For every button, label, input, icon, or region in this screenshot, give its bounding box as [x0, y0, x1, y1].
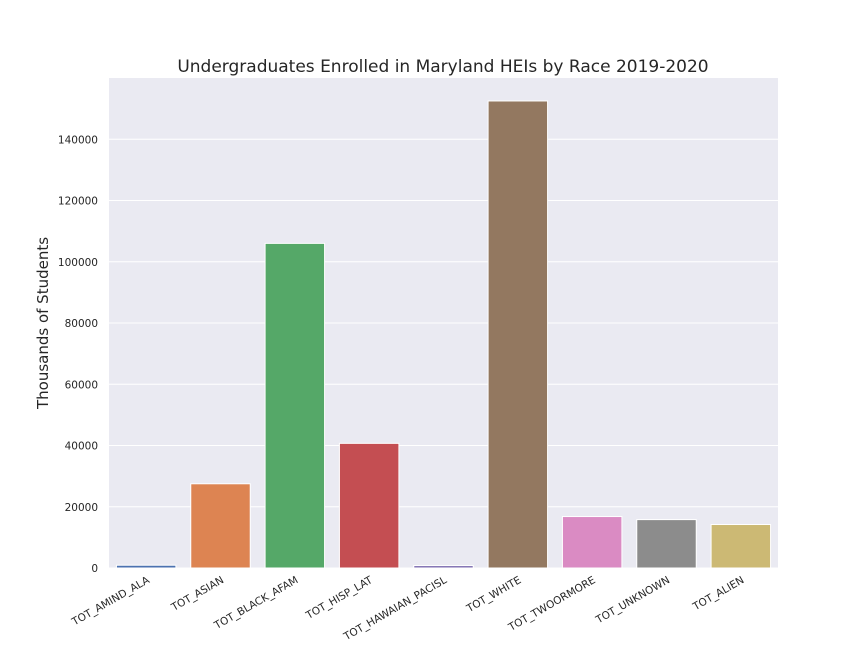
- chart-title: Undergraduates Enrolled in Maryland HEIs…: [177, 57, 708, 77]
- bar-tot-unknown: [636, 519, 697, 569]
- y-tick-label: 20000: [65, 502, 98, 514]
- bar-tot-alien: [710, 524, 772, 569]
- y-tick-label: 60000: [65, 379, 98, 391]
- bar-tot-white: [487, 100, 549, 569]
- x-tick-label: TOT_ALIEN: [690, 574, 746, 613]
- bar-tot-black-afam: [264, 242, 326, 569]
- bar-tot-asian: [190, 483, 251, 569]
- y-tick-label: 80000: [65, 318, 98, 330]
- bar-tot-hisp-lat: [338, 442, 400, 569]
- x-tick-label: TOT_WHITE: [464, 574, 523, 615]
- y-axis-label: Thousands of Students: [34, 237, 52, 410]
- x-tick-label: TOT_UNKNOWN: [593, 574, 672, 626]
- x-tick-label: TOT_HISP_LAT: [303, 574, 375, 622]
- y-tick-labels: 0 20000 40000 60000 80000 100000 120000 140000: [58, 134, 98, 575]
- y-tick-label: 140000: [58, 134, 98, 146]
- bars: [115, 100, 772, 569]
- y-tick-label: 100000: [58, 257, 98, 269]
- bar-tot-amind-ala: [115, 564, 177, 569]
- y-tick-label: 120000: [58, 196, 98, 208]
- y-tick-label: 40000: [65, 441, 98, 453]
- bar-tot-hawaian-pacisl: [413, 565, 474, 569]
- x-tick-label: TOT_AMIND_ALA: [69, 574, 152, 629]
- x-tick-label: TOT_ASIAN: [169, 574, 226, 614]
- bar-tot-twoormore: [561, 516, 623, 569]
- y-tick-label: 0: [91, 563, 98, 575]
